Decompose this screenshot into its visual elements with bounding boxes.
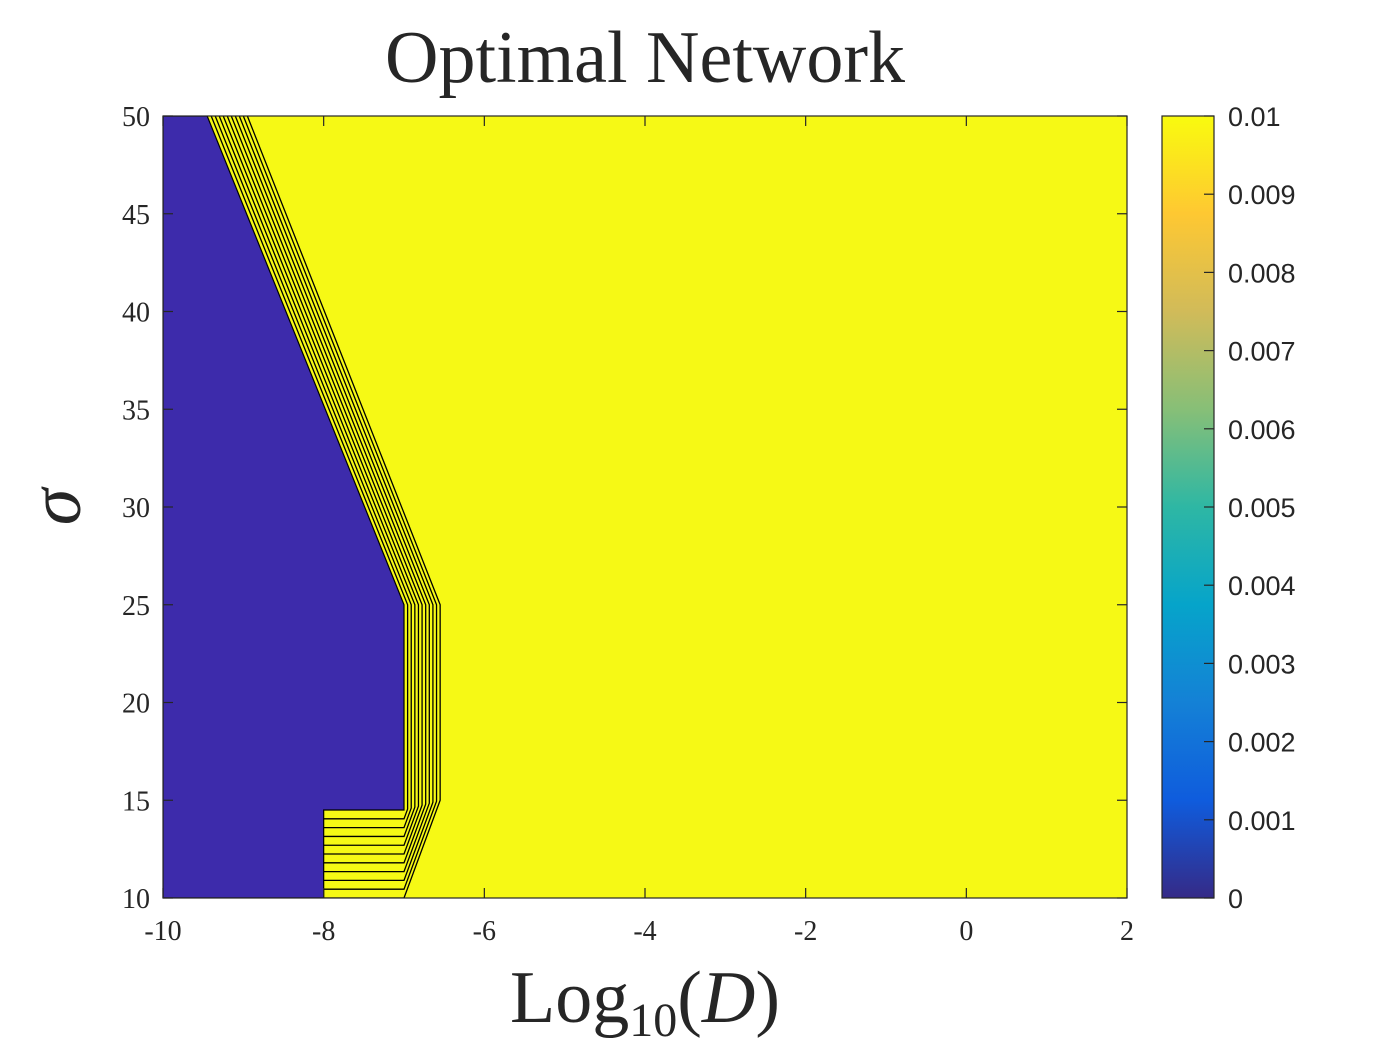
x-tick-label: -8 [312, 916, 335, 947]
low-value-region [163, 116, 405, 898]
contour-line [218, 116, 416, 838]
colorbar-tick-label: 0.003 [1228, 649, 1296, 679]
chart-title: Optimal Network [385, 17, 905, 99]
contour-line [246, 116, 441, 898]
colorbar-tick-label: 0.007 [1228, 337, 1296, 367]
x-axis-label: Log10(D) [510, 957, 780, 1047]
colorbar: 0 0.001 0.002 0.003 0.004 0.005 0.006 0.007 0.00… [1161, 102, 1296, 914]
x-tick-label: -6 [473, 916, 496, 947]
y-axis: 10 15 20 25 30 35 40 45 50 [122, 102, 1127, 915]
x-axis-label-close-paren: ) [755, 957, 780, 1039]
x-axis-label-open-paren: ( [677, 957, 702, 1039]
y-tick-label: 50 [122, 102, 150, 133]
colorbar-ticks: 0 0.001 0.002 0.003 0.004 0.005 0.006 0.007 0.00… [1204, 102, 1296, 914]
y-tick-label: 10 [122, 884, 150, 915]
y-axis-label: σ [15, 486, 97, 525]
x-tick-label: 2 [1120, 916, 1134, 947]
colorbar-tick-label: 0.01 [1228, 102, 1281, 132]
y-tick-label: 25 [122, 591, 150, 622]
plot-area [163, 116, 1127, 898]
x-axis-label-log: Log [510, 957, 629, 1039]
x-axis-label-subscript: 10 [629, 994, 677, 1047]
y-tick-label: 45 [122, 200, 150, 231]
x-tick-label: -4 [633, 916, 656, 947]
colorbar-tick-label: 0.008 [1228, 258, 1296, 288]
y-tick-label: 30 [122, 493, 150, 524]
colorbar-tick-label: 0.001 [1228, 806, 1296, 836]
contour-line [242, 116, 438, 890]
y-tick-label: 15 [122, 786, 150, 817]
colorbar-tick-label: 0.005 [1228, 493, 1296, 523]
y-tick-label: 40 [122, 298, 150, 329]
x-tick-label: -2 [794, 916, 817, 947]
y-tick-label: 20 [122, 689, 150, 720]
contour-line [222, 116, 420, 846]
contour-line [210, 116, 409, 820]
contour-line [234, 116, 430, 873]
colorbar-tick-label: 0.004 [1228, 571, 1296, 601]
contour-line [238, 116, 434, 882]
y-tick-label: 35 [122, 395, 150, 426]
x-axis-label-variable: D [701, 957, 755, 1039]
contour-line [226, 116, 423, 855]
x-tick-label: -10 [144, 916, 181, 947]
contour-line [230, 116, 427, 864]
colorbar-tick-label: 0.009 [1228, 180, 1296, 210]
x-axis: -10 -8 -6 -4 -2 0 2 [144, 116, 1134, 947]
colorbar-tick-label: 0 [1228, 884, 1243, 914]
x-tick-label: 0 [959, 916, 973, 947]
colorbar-tick-label: 0.002 [1228, 728, 1296, 758]
colorbar-tick-label: 0.006 [1228, 415, 1296, 445]
contour-line [214, 116, 412, 829]
contour-bands [210, 116, 441, 898]
